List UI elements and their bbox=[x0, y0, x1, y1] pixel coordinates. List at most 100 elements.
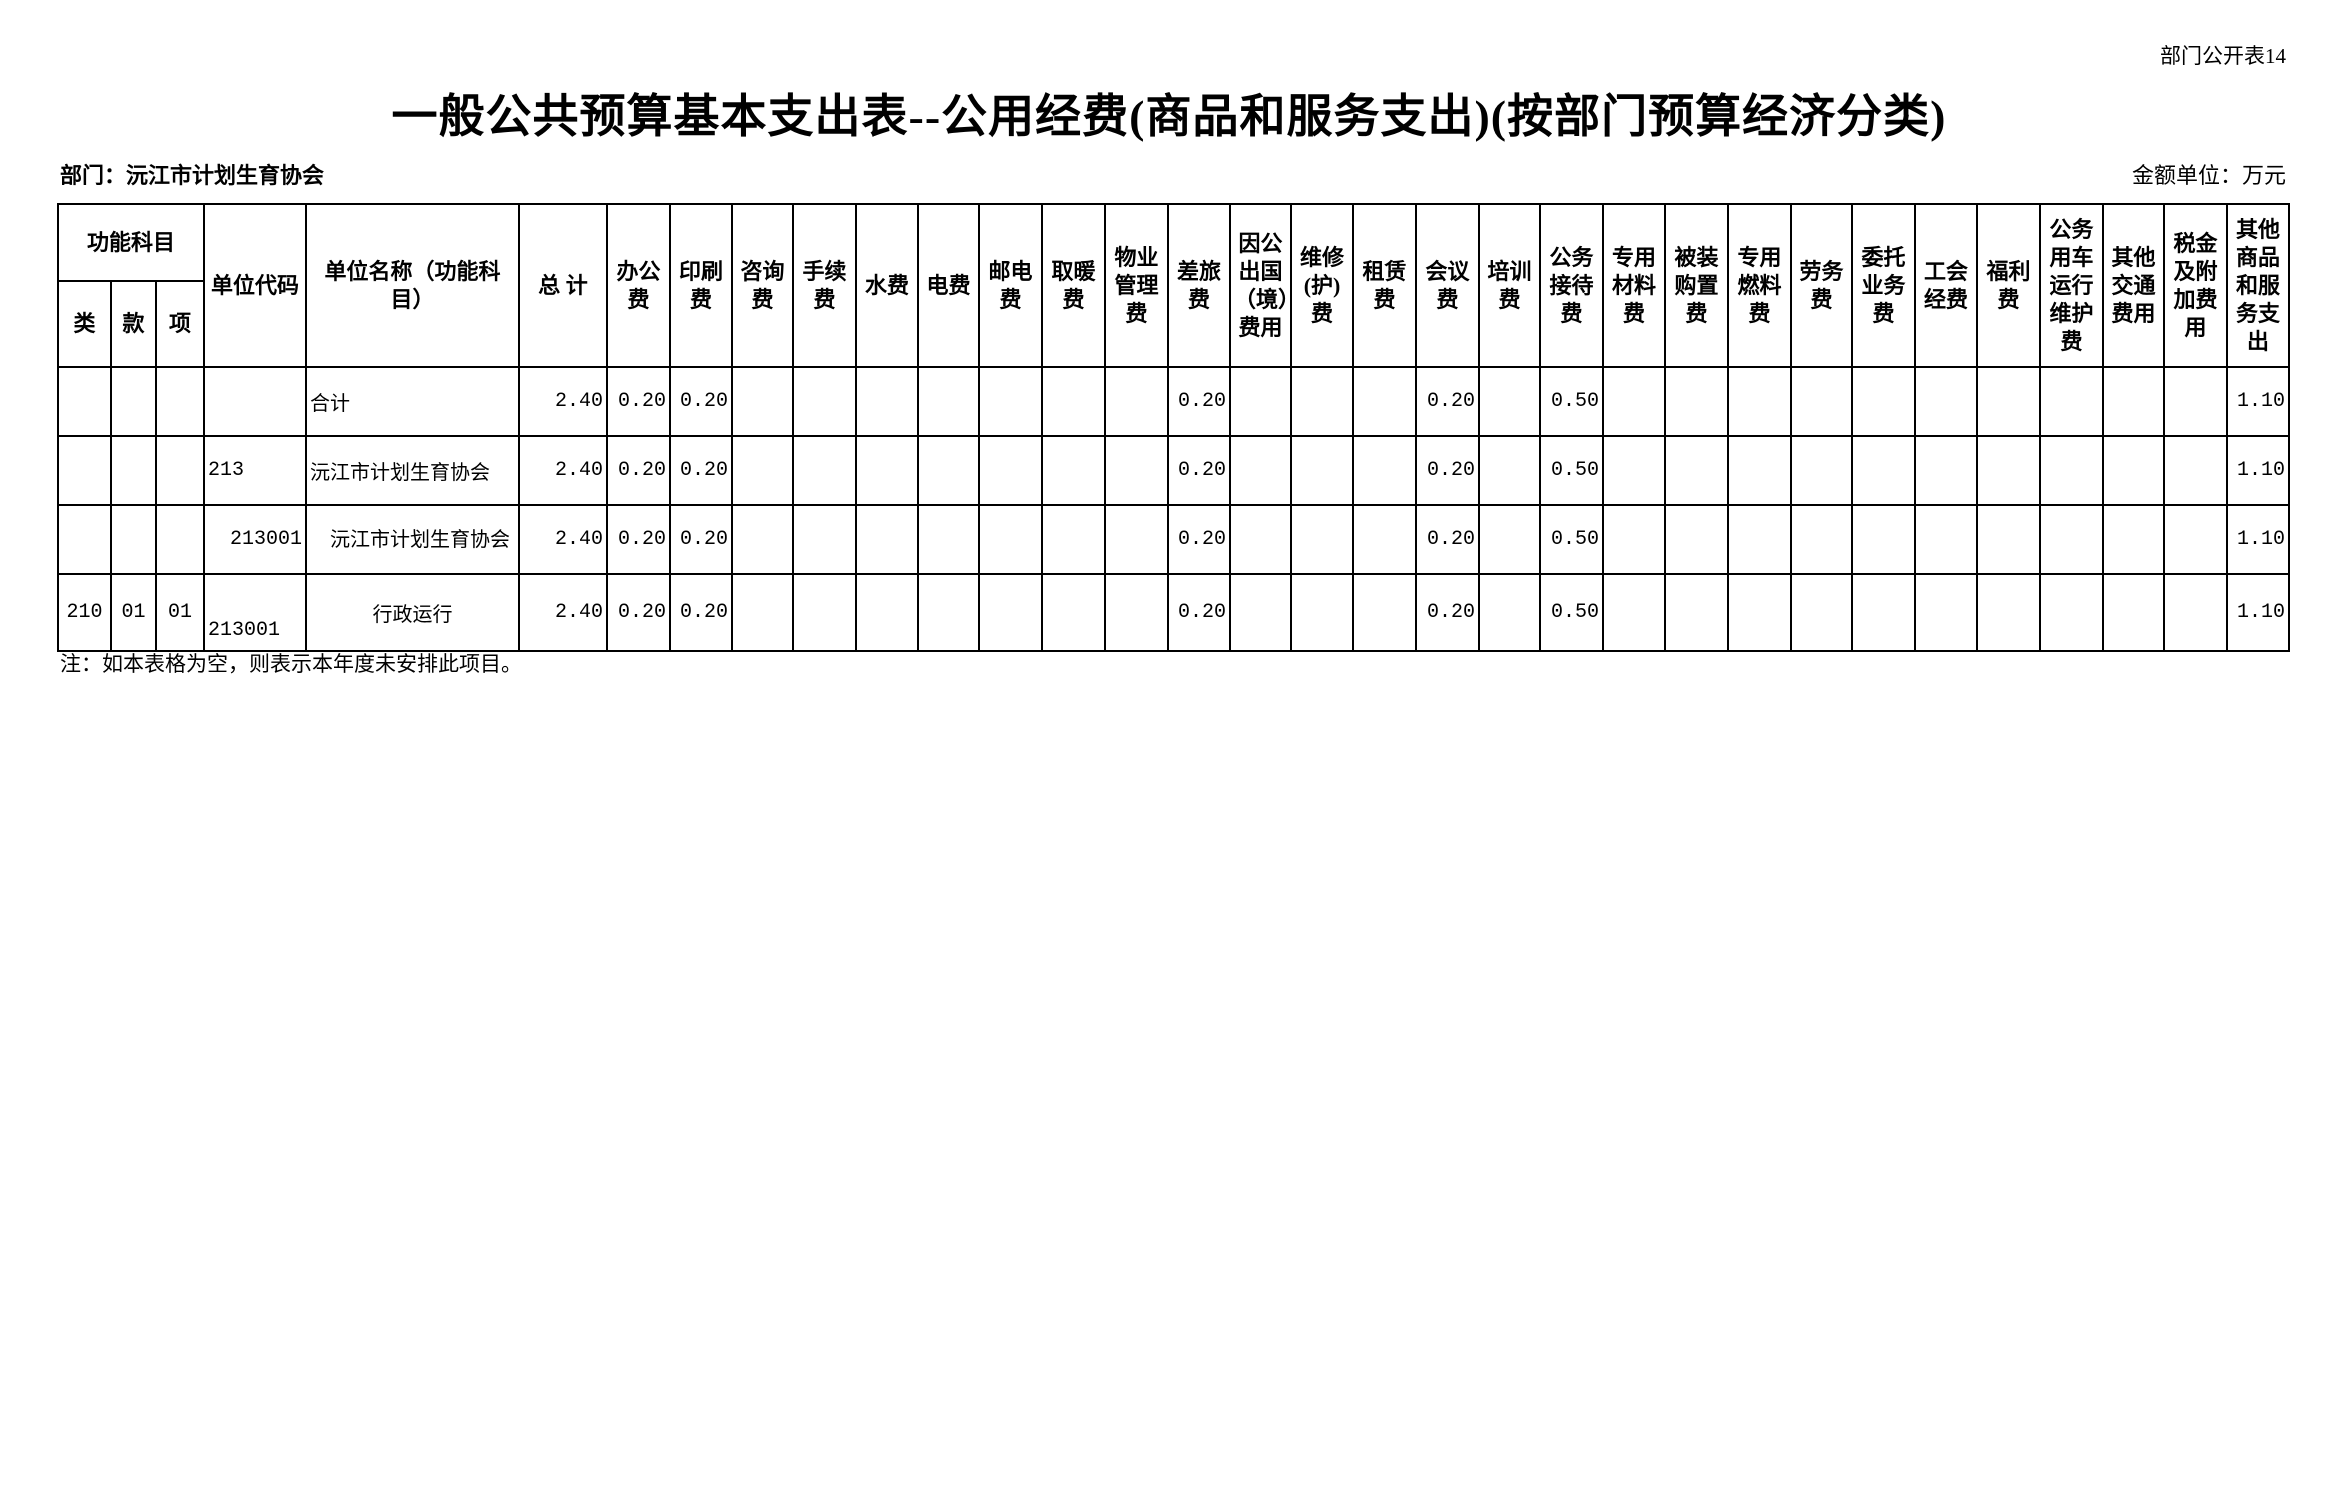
cell-xiang bbox=[154, 435, 206, 506]
cell-amount bbox=[2102, 435, 2166, 506]
cell-amount bbox=[1851, 504, 1917, 575]
cell-amount bbox=[1914, 573, 1979, 652]
cell-amount: 0.20 bbox=[1415, 435, 1481, 506]
cell-kuan bbox=[110, 504, 157, 575]
amount-unit-label: 金额单位：万元 bbox=[2131, 163, 2286, 188]
cell-amount bbox=[855, 366, 920, 437]
cell-amount bbox=[1664, 366, 1730, 437]
cell-amount bbox=[2163, 366, 2229, 437]
cell-amount bbox=[731, 366, 795, 437]
cell-lei bbox=[57, 366, 112, 437]
cell-amount bbox=[1914, 504, 1979, 575]
cell-amount bbox=[1790, 435, 1854, 506]
cell-amount bbox=[1727, 366, 1793, 437]
header-item: 工会经费 bbox=[1914, 203, 1979, 368]
header-kuan: 款 bbox=[110, 280, 157, 368]
cell-amount bbox=[855, 573, 920, 652]
header-item: 取暖费 bbox=[1041, 203, 1107, 368]
cell-amount bbox=[1478, 504, 1542, 575]
cell-amount bbox=[2102, 573, 2166, 652]
cell-amount: 0.20 bbox=[606, 435, 672, 506]
cell-amount bbox=[1664, 504, 1730, 575]
cell-amount bbox=[792, 573, 858, 652]
cell-amount bbox=[2102, 504, 2166, 575]
header-xiang: 项 bbox=[154, 280, 206, 368]
cell-amount: 0.20 bbox=[669, 366, 734, 437]
cell-amount bbox=[1478, 573, 1542, 652]
cell-amount bbox=[2163, 504, 2229, 575]
cell-amount: 0.20 bbox=[669, 504, 734, 575]
cell-amount bbox=[1290, 504, 1355, 575]
cell-amount bbox=[1602, 573, 1667, 652]
header-item: 维修(护)费 bbox=[1290, 203, 1355, 368]
cell-amount: 0.20 bbox=[669, 435, 734, 506]
cell-amount bbox=[2039, 504, 2105, 575]
cell-amount: 0.50 bbox=[1539, 366, 1605, 437]
cell-amount bbox=[2039, 366, 2105, 437]
header-item: 公务用车运行维护费 bbox=[2039, 203, 2105, 368]
cell-amount bbox=[855, 435, 920, 506]
cell-amount bbox=[1229, 573, 1293, 652]
cell-amount bbox=[1290, 366, 1355, 437]
cell-amount bbox=[1290, 573, 1355, 652]
cell-amount bbox=[1727, 435, 1793, 506]
header-item: 电费 bbox=[917, 203, 981, 368]
cell-amount: 0.20 bbox=[606, 573, 672, 652]
cell-amount bbox=[1727, 504, 1793, 575]
cell-amount bbox=[792, 504, 858, 575]
cell-amount: 0.20 bbox=[1167, 504, 1232, 575]
cell-amount bbox=[1352, 366, 1418, 437]
header-item: 物业管理费 bbox=[1104, 203, 1170, 368]
cell-amount bbox=[1104, 504, 1170, 575]
cell-amount: 0.20 bbox=[1167, 435, 1232, 506]
expenditure-table: 功能科目 单位代码 单位名称（功能科目） 总 计 办公费 印刷费 咨询费 手续费 水费电… bbox=[56, 203, 2291, 652]
cell-amount bbox=[917, 504, 981, 575]
header-unit-code: 单位代码 bbox=[203, 203, 308, 368]
form-number: 部门公开表14 bbox=[2160, 44, 2286, 68]
header-item: 办公费 bbox=[606, 203, 672, 368]
cell-amount bbox=[2163, 435, 2229, 506]
cell-amount bbox=[1352, 573, 1418, 652]
cell-unit-code: 213 bbox=[203, 435, 308, 506]
cell-amount bbox=[978, 504, 1044, 575]
cell-total: 2.40 bbox=[518, 366, 609, 437]
cell-lei: 210 bbox=[57, 573, 112, 652]
cell-unit-code bbox=[203, 366, 308, 437]
header-item: 公务接待费 bbox=[1539, 203, 1605, 368]
cell-amount: 1.10 bbox=[2226, 366, 2291, 437]
header-lei: 类 bbox=[57, 280, 112, 368]
cell-amount bbox=[1976, 435, 2042, 506]
cell-amount: 0.20 bbox=[1167, 366, 1232, 437]
cell-amount bbox=[1727, 573, 1793, 652]
cell-amount bbox=[1229, 504, 1293, 575]
cell-amount bbox=[1790, 504, 1854, 575]
header-item: 福利费 bbox=[1976, 203, 2042, 368]
cell-amount bbox=[917, 366, 981, 437]
cell-amount: 1.10 bbox=[2226, 435, 2291, 506]
cell-lei bbox=[57, 435, 112, 506]
header-item: 会议费 bbox=[1415, 203, 1481, 368]
header-item: 因公出国（境）费用 bbox=[1229, 203, 1293, 368]
cell-amount bbox=[731, 573, 795, 652]
cell-lei bbox=[57, 504, 112, 575]
header-total: 总 计 bbox=[518, 203, 609, 368]
cell-kuan bbox=[110, 435, 157, 506]
cell-amount bbox=[1790, 573, 1854, 652]
cell-amount bbox=[2039, 573, 2105, 652]
cell-amount bbox=[1851, 573, 1917, 652]
cell-xiang bbox=[154, 504, 206, 575]
cell-amount: 0.20 bbox=[1415, 504, 1481, 575]
cell-amount bbox=[1602, 435, 1667, 506]
cell-amount bbox=[1976, 573, 2042, 652]
cell-amount bbox=[1976, 366, 2042, 437]
cell-amount bbox=[1851, 366, 1917, 437]
cell-amount bbox=[2039, 435, 2105, 506]
cell-amount bbox=[1478, 435, 1542, 506]
cell-unit-code: 213001 bbox=[203, 504, 308, 575]
header-unit-name: 单位名称（功能科目） bbox=[305, 203, 521, 368]
header-item: 培训费 bbox=[1478, 203, 1542, 368]
cell-unit-name: 合计 bbox=[305, 366, 521, 437]
cell-amount bbox=[2163, 573, 2229, 652]
cell-amount bbox=[1104, 366, 1170, 437]
header-item: 委托业务费 bbox=[1851, 203, 1917, 368]
